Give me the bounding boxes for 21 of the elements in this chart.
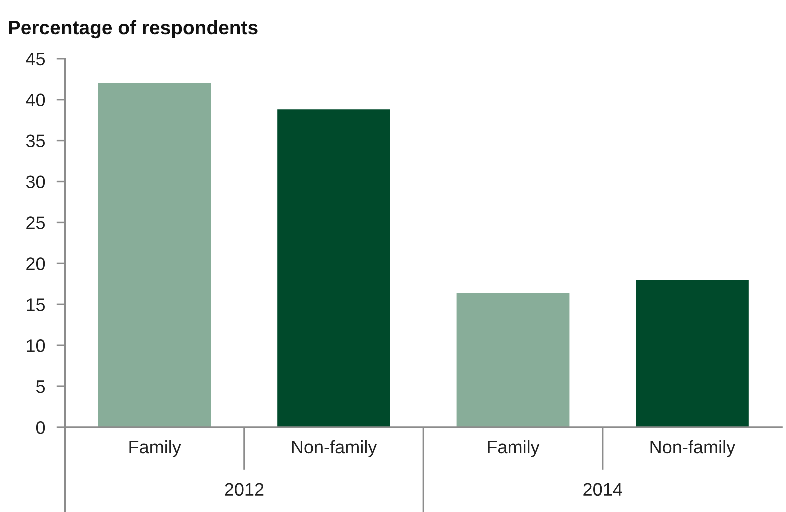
y-tick-label: 35 [26, 134, 46, 148]
y-axis-title: Percentage of respondents [9, 20, 258, 39]
bar [456, 293, 570, 428]
bar [98, 83, 212, 428]
bar [278, 110, 390, 428]
y-tick-label: 30 [26, 176, 46, 188]
text: Family [488, 440, 540, 458]
text: Non-family [650, 440, 736, 458]
y-tick-label: 45 [26, 53, 46, 66]
series-label: Family [130, 440, 182, 458]
y-tick-label: 25 [26, 216, 46, 230]
x-tick-label: 2012 [225, 483, 264, 496]
y-tick-label: 5 [36, 380, 46, 394]
series-label: Non-family [292, 440, 378, 458]
y-tick-label: 10 [27, 340, 46, 352]
y-tick-label: 40 [26, 94, 46, 107]
y-tick-label: 15 [27, 298, 46, 312]
x-tick-label: 2014 [584, 483, 622, 496]
y-tick-label: 0 [36, 421, 46, 434]
bar [636, 280, 749, 428]
y-tick-label: 20 [26, 258, 46, 270]
